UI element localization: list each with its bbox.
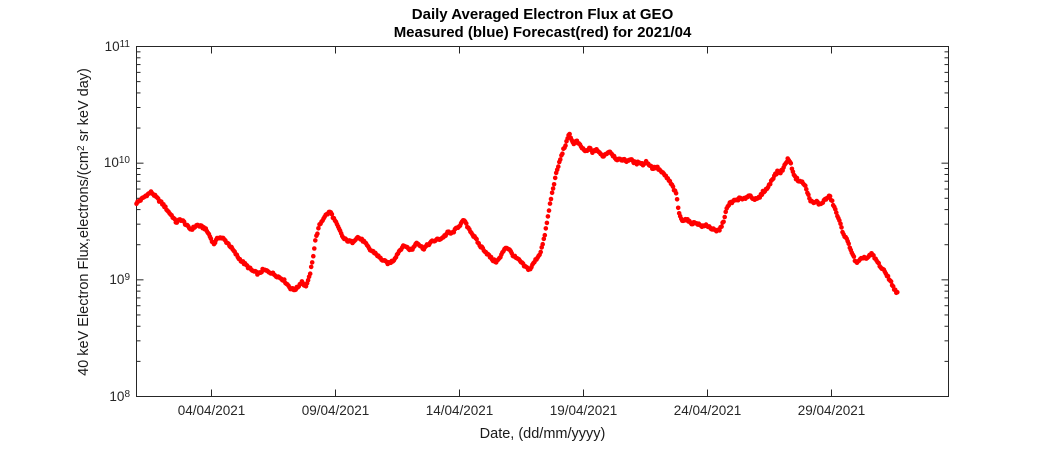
y-axis-label-superscript: 2 [76, 145, 87, 152]
plot-box [136, 46, 949, 397]
chart-title-line2: Measured (blue) Forecast(red) for 2021/0… [393, 24, 692, 41]
chart-title-line1: Daily Averaged Electron Flux at GEO [411, 6, 674, 23]
x-tick-label: 14/04/2021 [425, 403, 494, 418]
x-tick-label: 19/04/2021 [549, 403, 618, 418]
y-tick-label: 109 [109, 272, 130, 288]
y-tick-label: 1010 [103, 155, 130, 171]
y-tick-label: 108 [109, 388, 130, 404]
forecast-flux-dots [134, 131, 900, 296]
y-axis-label-suffix: sr keV day) [76, 68, 92, 146]
x-tick-label: 09/04/2021 [301, 403, 370, 418]
x-axis-label: Date, (dd/mm/yyyy) [479, 426, 606, 442]
y-axis-label-prefix: 40 keV Electron Flux,electrons/(cm [76, 151, 92, 376]
x-tick-label: 29/04/2021 [797, 403, 866, 418]
x-tick-label: 24/04/2021 [673, 403, 742, 418]
y-tick-label: 1011 [104, 38, 130, 54]
x-tick-label: 04/04/2021 [177, 403, 246, 418]
